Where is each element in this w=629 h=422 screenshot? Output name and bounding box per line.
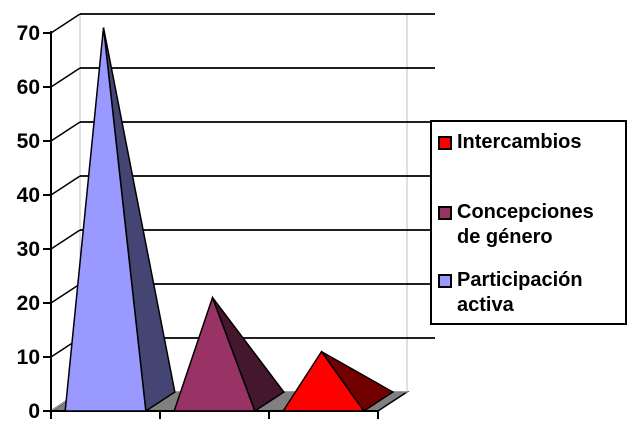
pyramid-front-face [64, 27, 147, 412]
y-tick-label: 20 [17, 292, 40, 315]
legend-label-intercambios: Intercambios [457, 131, 582, 153]
y-tick-labels-group: 0 10 20 30 40 50 60 70 [17, 22, 40, 422]
pyramid-1 [173, 295, 285, 413]
legend: Intercambios Concepciones de género Part… [430, 120, 627, 325]
pyramids-group [64, 27, 395, 413]
legend-swatch-intercambios [438, 136, 452, 150]
y-tick-label: 70 [17, 22, 40, 45]
y-tick-label: 0 [28, 400, 40, 422]
legend-item-concepciones: Concepciones de género [438, 200, 594, 250]
pyramid-2 [281, 350, 395, 413]
y-tick-label: 30 [17, 238, 40, 261]
legend-label-participacion: Participación activa [457, 269, 583, 316]
legend-item-participacion: Participación activa [438, 268, 583, 318]
legend-label-concepciones: Concepciones de género [457, 201, 594, 248]
y-tick-label: 50 [17, 130, 40, 153]
gridline-side [50, 283, 81, 304]
y-tick-label: 60 [17, 76, 40, 99]
legend-swatch-participacion [438, 274, 452, 288]
legend-item-intercambios: Intercambios [438, 130, 581, 155]
pyramid-0 [64, 27, 176, 413]
pyramid-front-face [281, 350, 366, 412]
gridline-side [50, 229, 81, 250]
legend-swatch-concepciones [438, 206, 452, 220]
y-tick-label: 10 [17, 346, 40, 369]
gridline-side [50, 175, 81, 196]
gridline-side [50, 67, 81, 88]
gridline-side [50, 13, 81, 34]
y-tick-label: 40 [17, 184, 40, 207]
gridline-side [50, 121, 81, 142]
pyramid-front-face [173, 295, 256, 412]
